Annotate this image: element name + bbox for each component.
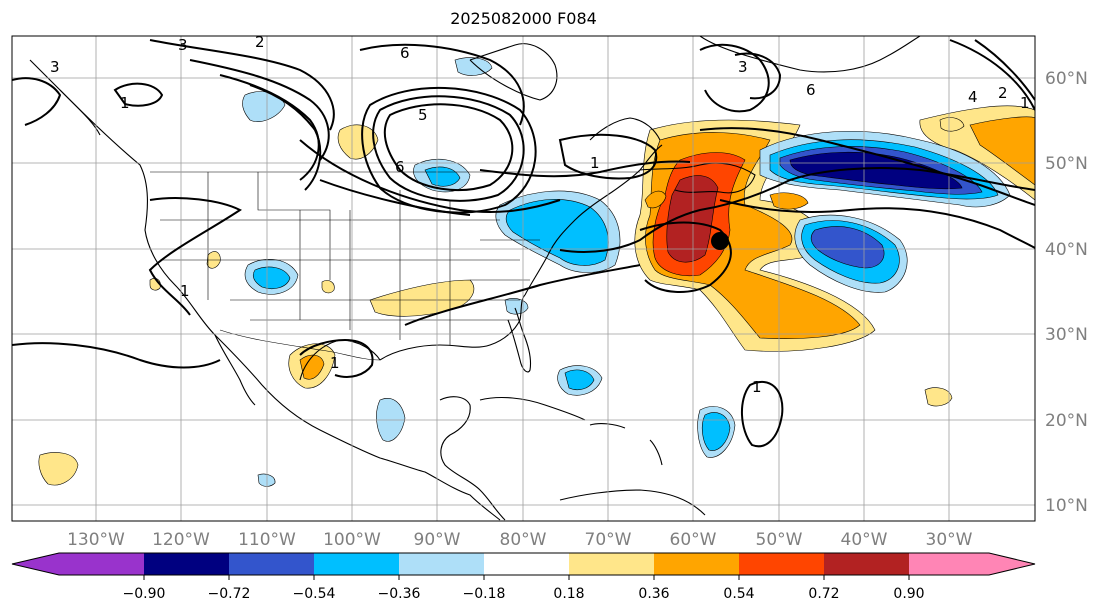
contour-lines <box>12 39 1035 448</box>
contour-label: 5 <box>418 106 428 124</box>
colorbar-segment <box>59 553 144 575</box>
colorbar: −0.90 −0.72 −0.54 −0.36 −0.18 0.18 0.36 … <box>11 552 1036 602</box>
map-title: 2025082000 F084 <box>450 9 597 28</box>
colorbar-outline <box>11 552 1036 576</box>
lon-label: 100°W <box>323 530 381 550</box>
lon-label: 70°W <box>585 530 632 550</box>
colorbar-tick-label: −0.54 <box>293 586 336 602</box>
warm-anomaly-core <box>666 175 719 263</box>
lat-label: 30°N <box>1045 325 1088 345</box>
colorbar-tick-label: 0.18 <box>553 586 584 602</box>
lon-label: 120°W <box>152 530 210 550</box>
colorbar-segment <box>654 553 739 575</box>
colorbar-segment <box>484 553 569 575</box>
lat-label: 50°N <box>1045 154 1088 174</box>
map-panel <box>12 36 1035 521</box>
colorbar-segment <box>569 553 654 575</box>
lat-label: 20°N <box>1045 411 1088 431</box>
contour-label: 2 <box>255 33 265 51</box>
colorbar-tick-label: 0.54 <box>723 586 754 602</box>
latitude-labels: 60°N 50°N 40°N 30°N 20°N 10°N <box>1045 69 1088 516</box>
colorbar-segment <box>399 553 484 575</box>
lon-label: 90°W <box>414 530 461 550</box>
contour-label: 6 <box>806 81 816 99</box>
lon-label: 40°W <box>841 530 888 550</box>
contour-label: 3 <box>178 36 188 54</box>
lat-label: 60°N <box>1045 69 1088 89</box>
lon-label: 60°W <box>670 530 717 550</box>
contour-label: 1 <box>120 94 130 112</box>
lon-label: 80°W <box>500 530 547 550</box>
lon-label: 130°W <box>67 530 125 550</box>
contour-label: 3 <box>738 58 748 76</box>
colorbar-max-extend <box>989 553 1035 575</box>
map-border <box>11 35 1036 522</box>
contour-labels: 3 2 6 5 1 1 3 6 4 2 1 3 1 1 1 6 <box>50 33 1030 396</box>
colorbar-segment <box>314 553 399 575</box>
contour-label: 6 <box>400 44 410 62</box>
colorbar-tick-label: 0.90 <box>893 586 924 602</box>
colorbar-tick-label: 0.72 <box>808 586 839 602</box>
colorbar-tick-label: −0.18 <box>463 586 506 602</box>
colorbar-min-extend <box>12 553 59 575</box>
contour-label: 3 <box>50 58 60 76</box>
contour-label: 1 <box>752 378 762 396</box>
lon-label: 110°W <box>238 530 296 550</box>
lon-label: 30°W <box>926 530 973 550</box>
colorbar-segment <box>824 553 909 575</box>
contour-label: 6 <box>395 158 405 176</box>
contour-label: 1 <box>180 282 190 300</box>
colorbar-segment <box>229 553 314 575</box>
graticule <box>12 36 1035 521</box>
contour-label: 1 <box>590 154 600 172</box>
contour-label: 4 <box>968 88 978 106</box>
political-borders <box>150 171 640 361</box>
colorbar-tick-label: 0.36 <box>638 586 669 602</box>
longitude-labels: 130°W 120°W 110°W 100°W 90°W 80°W 70°W 6… <box>67 530 973 550</box>
colorbar-tick-label: −0.90 <box>123 586 166 602</box>
lat-label: 40°N <box>1045 240 1088 260</box>
colorbar-tick-label: −0.72 <box>208 586 251 602</box>
storm-center-marker <box>711 232 729 250</box>
lon-label: 50°W <box>756 530 803 550</box>
colorbar-segment <box>144 553 229 575</box>
lat-label: 10°N <box>1045 496 1088 516</box>
coastlines <box>29 36 921 521</box>
colorbar-tick-label: −0.36 <box>378 586 421 602</box>
colorbar-segment <box>909 553 989 575</box>
colorbar-segment <box>739 553 824 575</box>
contour-label: 1 <box>1020 94 1030 112</box>
contour-label: 1 <box>330 354 340 372</box>
contour-label: 2 <box>998 84 1008 102</box>
